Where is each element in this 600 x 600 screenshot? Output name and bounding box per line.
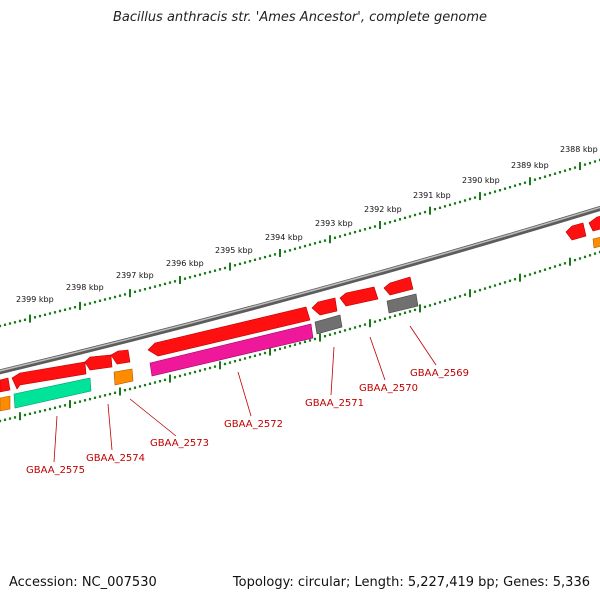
gene-label[interactable]: GBAA_2571 [305, 398, 364, 409]
leader-line [53, 415, 58, 463]
leader-line [107, 403, 113, 451]
gene-label[interactable]: GBAA_2569 [410, 368, 469, 379]
gray-feature[interactable] [386, 293, 419, 314]
ruler-label: 2392 kbp [364, 205, 402, 214]
accession-label: Accession: NC_007530 [9, 575, 157, 590]
ruler-label: 2391 kbp [413, 191, 451, 200]
leader-line [409, 325, 437, 366]
leader-line [330, 346, 335, 396]
ruler-label: 2394 kbp [265, 233, 303, 242]
ruler-label: 2397 kbp [116, 271, 154, 280]
ruler-label: 2399 kbp [16, 295, 54, 304]
secondary-features [0, 236, 600, 412]
cds-feature[interactable] [588, 215, 600, 232]
cds-feature[interactable] [84, 354, 113, 371]
ruler-label: 2395 kbp [215, 246, 253, 255]
cds-feature[interactable] [11, 361, 87, 390]
ruler-label: 2398 kbp [66, 283, 104, 292]
gene-labels: GBAA_2575 GBAA_2574 GBAA_2573 GBAA_2572 … [26, 368, 469, 476]
ruler-labels: 2399 kbp 2398 kbp 2397 kbp 2396 kbp 2395… [16, 145, 598, 304]
cds-feature[interactable] [0, 377, 11, 393]
cds-feature[interactable] [383, 276, 414, 296]
leader-line [129, 398, 177, 437]
gene-label[interactable]: GBAA_2572 [224, 419, 283, 430]
gene-label[interactable]: GBAA_2573 [150, 438, 209, 449]
gray-feature[interactable] [314, 314, 343, 335]
gene-label-leaders [53, 325, 437, 463]
ruler-label: 2393 kbp [315, 219, 353, 228]
outer-ruler [0, 158, 600, 328]
genome-summary: Topology: circular; Length: 5,227,419 bp… [232, 575, 590, 590]
leader-line [237, 371, 252, 417]
forward-strand-features [0, 215, 600, 393]
orange-feature[interactable] [592, 236, 600, 249]
ruler-label: 2390 kbp [462, 176, 500, 185]
genome-backbone-highlight [0, 206, 600, 372]
teal-feature[interactable] [13, 377, 92, 409]
cds-feature[interactable] [565, 222, 587, 241]
ruler-label: 2396 kbp [166, 259, 204, 268]
gene-label[interactable]: GBAA_2570 [359, 383, 418, 394]
gene-label[interactable]: GBAA_2575 [26, 465, 85, 476]
cds-feature[interactable] [147, 306, 311, 357]
gene-label[interactable]: GBAA_2574 [86, 453, 145, 464]
orange-feature[interactable] [0, 395, 11, 412]
leader-line [369, 336, 386, 381]
inner-ruler [0, 250, 600, 423]
pink-feature[interactable] [149, 323, 314, 377]
ruler-label: 2388 kbp [560, 145, 598, 154]
cds-feature[interactable] [311, 297, 338, 316]
orange-feature[interactable] [113, 368, 134, 386]
map-title: Bacillus anthracis str. 'Ames Ancestor',… [112, 10, 488, 25]
genome-backbone [0, 205, 600, 375]
cds-feature[interactable] [110, 349, 131, 365]
ruler-label: 2389 kbp [511, 161, 549, 170]
cds-feature[interactable] [339, 286, 379, 307]
